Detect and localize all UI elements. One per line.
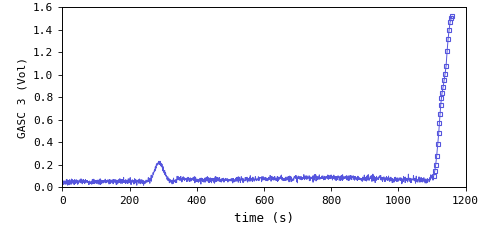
X-axis label: time (s): time (s) bbox=[234, 212, 294, 225]
Y-axis label: GASC 3 (Vol): GASC 3 (Vol) bbox=[18, 57, 27, 138]
